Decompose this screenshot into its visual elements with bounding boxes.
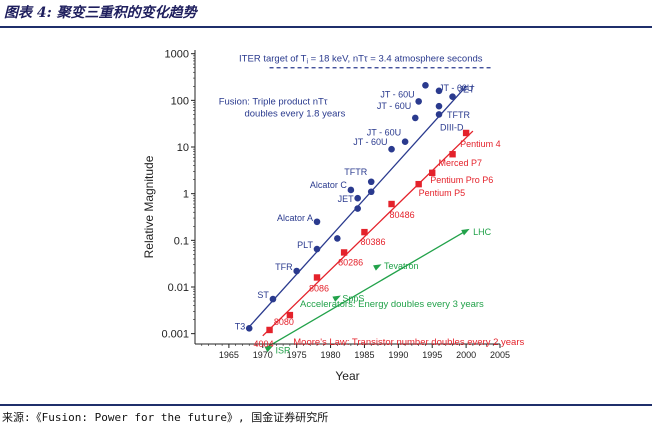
y-tick-label: 0.001 (161, 329, 189, 341)
moore-data-point (429, 169, 436, 177)
data-label: ST (257, 290, 269, 300)
fusion-data-point (388, 145, 395, 153)
accelerator-data-point (373, 264, 382, 271)
header-rule (0, 26, 652, 28)
data-label: TFTR (344, 167, 367, 177)
fusion-data-point (401, 138, 409, 145)
fusion-data-point (422, 82, 429, 89)
data-label: JT - 60U (439, 83, 473, 93)
x-tick-label: 1965 (219, 350, 239, 360)
fusion-data-point (334, 235, 341, 242)
fusion-data-point (435, 111, 443, 118)
moore-data-point (340, 249, 348, 256)
moore-data-point (361, 228, 368, 236)
moore-data-point (415, 180, 422, 188)
accelerator-data-point (461, 228, 470, 236)
fusion-data-point (415, 98, 422, 105)
data-label: JT - 60U (377, 101, 411, 111)
moore-data-point (449, 151, 456, 158)
y-tick-label: 10 (177, 142, 189, 154)
data-label: JET (459, 85, 476, 95)
footer-rule (0, 404, 652, 406)
data-label: PLT (297, 240, 313, 250)
fusion-data-point (411, 114, 419, 122)
fusion-data-point (354, 194, 361, 202)
data-label: T3 (235, 321, 246, 331)
fusion-data-point (367, 178, 375, 186)
source-note: 来源:《Fusion: Power for the future》, 国金证券研… (2, 411, 329, 424)
x-tick-label: 1975 (287, 350, 307, 360)
x-tick-label: 1990 (388, 350, 408, 360)
accelerator-annotation: Accelerators: Energy doubles every 3 yea… (300, 299, 484, 310)
data-label: TFR (275, 262, 293, 272)
fusion-data-point (313, 245, 321, 253)
fusion-data-point (269, 295, 277, 303)
data-label: Alcator A (277, 213, 313, 223)
data-label: Pentium 4 (460, 139, 501, 149)
x-tick-label: 2000 (456, 350, 476, 360)
fusion-data-point (293, 267, 300, 275)
fusion-data-point (347, 186, 355, 194)
data-label: 80286 (338, 257, 363, 267)
data-label: 8086 (309, 283, 329, 293)
accelerator-data-point (264, 345, 274, 353)
fusion-annotation-line-1: Fusion: Triple product nTτ (219, 96, 328, 107)
data-label: Pentium Pro P6 (430, 175, 493, 185)
data-label: Tevatron (384, 261, 419, 271)
data-label: Alcator C (310, 180, 348, 190)
fusion-data-point (449, 93, 456, 100)
fusion-annotation-line-2: doubles every 1.8 years (244, 108, 345, 119)
magnitude-chart: 1965 1970 1975 1980 1985 1990 1995 2000 2005 0.00… (142, 49, 525, 383)
y-tick-label: 1 (183, 189, 189, 201)
fusion-data-point (435, 102, 443, 110)
x-tick-label: 1995 (422, 350, 442, 360)
data-label: 80386 (360, 237, 385, 247)
data-label: SppS (342, 293, 364, 303)
y-tick-label: 0.1 (174, 235, 189, 247)
data-label: 8080 (274, 317, 294, 327)
moore-data-point (266, 326, 273, 334)
accelerator-data-point (332, 295, 341, 302)
data-label: TFTR (447, 110, 470, 120)
fusion-data-point (313, 218, 321, 226)
data-label: JT - 60U (380, 89, 414, 99)
figure-title: 图表 4: 聚变三重积的变化趋势 (4, 5, 197, 21)
data-label: Merced P7 (439, 158, 483, 168)
data-label: ISR (276, 346, 292, 356)
moore-data-point (313, 274, 321, 281)
data-label: LHC (473, 227, 492, 237)
data-label: 4004 (254, 339, 274, 349)
x-tick-label: 1985 (354, 350, 374, 360)
moore-data-point (286, 311, 294, 319)
trend-line-accelerators (265, 230, 467, 349)
x-tick-label: 2005 (490, 350, 510, 360)
y-tick-label: 0.01 (168, 282, 189, 294)
fusion-data-point (435, 87, 443, 95)
y-tick-label: 1000 (165, 49, 189, 61)
data-label: 80486 (390, 210, 415, 220)
data-label: JT - 60U (367, 128, 401, 138)
y-axis-title: Relative Magnitude (142, 155, 156, 258)
data-label: JET (338, 194, 355, 204)
y-tick-label: 100 (171, 95, 189, 107)
data-label: Pentium P5 (419, 188, 466, 198)
fusion-data-point (354, 205, 361, 212)
x-axis-title: Year (335, 369, 359, 383)
data-label: DIII-D (440, 122, 464, 132)
x-tick-label: 1970 (253, 350, 273, 360)
fusion-data-point (245, 325, 253, 332)
fusion-data-point (367, 188, 375, 196)
x-tick-label: 1980 (321, 350, 341, 360)
moore-data-point (462, 129, 470, 137)
moore-annotation: Moore's Law: Transistor number doubles e… (293, 337, 524, 348)
data-label: JT - 60U (353, 137, 387, 147)
moore-data-point (388, 200, 395, 208)
trend-line-moore-s-law (262, 130, 474, 337)
iter-target-label: ITER target of Ti = 18 keV, nTτ = 3.4 at… (239, 54, 483, 66)
